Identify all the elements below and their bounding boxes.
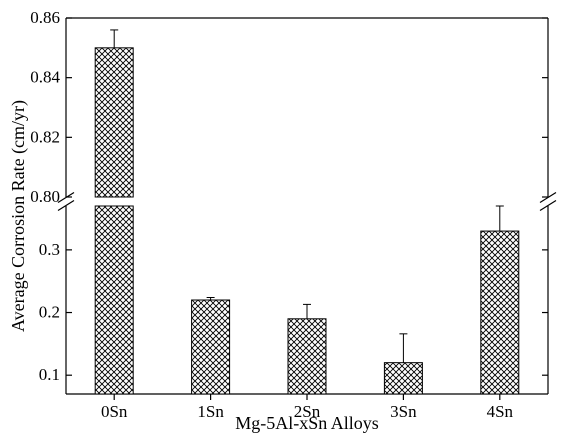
- bar-0Sn-upper: [94, 47, 134, 198]
- x-tick-label-0Sn: 0Sn: [101, 402, 128, 421]
- y-tick-label-0.82: 0.82: [30, 127, 60, 146]
- y-tick-label-0.2: 0.2: [39, 303, 60, 322]
- y-tick-label-0.80: 0.80: [30, 187, 60, 206]
- axis-break-mark-left-b: [57, 199, 75, 212]
- y-axis-title: Average Corrosion Rate (cm/yr): [8, 100, 29, 332]
- y-tick-label-0.1: 0.1: [39, 365, 60, 384]
- x-tick-label-3Sn: 3Sn: [390, 402, 417, 421]
- plot-area: 0.1 0.2 0.3 0.80 0.82 0.84 0.86 0Sn 1Sn 2Sn 3Sn 4Sn: [30, 8, 557, 421]
- x-tick-label-4Sn: 4Sn: [487, 402, 514, 421]
- y-tick-label-0.84: 0.84: [30, 68, 60, 87]
- bar-4Sn: [480, 230, 520, 395]
- bar-0Sn-lower: [94, 205, 134, 395]
- bar-3Sn: [383, 362, 423, 395]
- bar-2Sn: [287, 318, 327, 395]
- bar-1Sn: [191, 299, 231, 395]
- axis-break-mark-right-b: [539, 199, 557, 212]
- x-axis-title: Mg-5Al-xSn Alloys: [235, 413, 379, 433]
- x-tick-label-2Sn: 2Sn: [294, 402, 321, 421]
- y-tick-label-0.86: 0.86: [30, 8, 60, 27]
- x-tick-label-1Sn: 1Sn: [197, 402, 224, 421]
- y-tick-label-0.3: 0.3: [39, 240, 60, 259]
